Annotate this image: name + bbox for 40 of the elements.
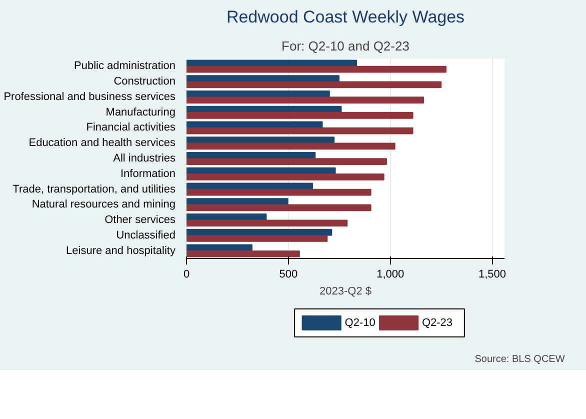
- x-tick-label: 500: [279, 268, 298, 280]
- bar: [186, 96, 424, 104]
- bar: [186, 136, 335, 144]
- y-tick-label: Unclassified: [116, 229, 176, 242]
- bar: [186, 198, 288, 205]
- bar: [186, 204, 372, 212]
- legend-label: Q2-10: [344, 316, 376, 329]
- bar: [186, 188, 372, 196]
- y-tick-label: Natural resources and mining: [32, 198, 176, 211]
- y-tick-label: Information: [120, 168, 176, 180]
- y-tick-label: Leisure and hospitality: [66, 244, 176, 257]
- y-tick-label: Public administration: [74, 60, 176, 72]
- y-tick-label: Trade, transportation, and utilities: [12, 183, 176, 196]
- y-tick-label: Financial activities: [86, 122, 176, 134]
- y-tick-label: Construction: [114, 76, 176, 88]
- x-tick-label: 1,000: [376, 268, 404, 280]
- bar: [186, 158, 387, 165]
- bar: [186, 174, 384, 180]
- legend-label: Q2-23: [422, 316, 453, 329]
- bar: [186, 121, 323, 128]
- y-tick-label: Professional and business services: [4, 90, 176, 103]
- chart-title: Redwood Coast Weekly Wages: [226, 8, 465, 26]
- chart-subtitle: For: Q2-10 and Q2-23: [282, 38, 410, 54]
- x-axis-title: 2023-Q2 $: [320, 286, 372, 298]
- x-tick-label: 1,500: [478, 268, 506, 280]
- source-note: Source: BLS QCEW: [474, 354, 566, 365]
- y-tick-label: Manufacturing: [106, 106, 176, 118]
- bar: [186, 81, 442, 88]
- y-tick-label: Other services: [104, 214, 176, 226]
- bar: [186, 112, 414, 119]
- bar: [186, 127, 414, 134]
- bar: [186, 235, 328, 242]
- bar: [186, 142, 396, 150]
- bar: [186, 220, 348, 227]
- bar: [186, 60, 358, 67]
- y-tick-label: All industries: [113, 152, 176, 164]
- y-tick-label: Education and health services: [28, 137, 176, 150]
- bar: [186, 250, 300, 258]
- bar: [186, 66, 446, 73]
- x-tick-label: 0: [183, 268, 190, 280]
